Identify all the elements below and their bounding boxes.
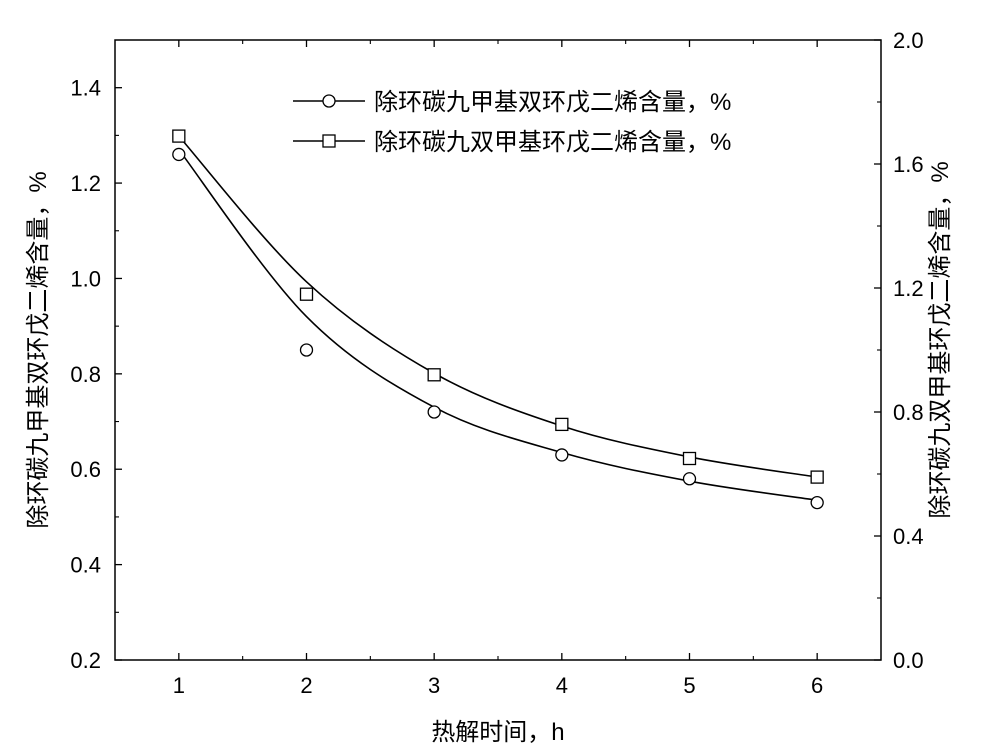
series-2-point: [172, 129, 186, 143]
series-1-point: [427, 405, 441, 419]
x-tick-label: 5: [683, 673, 695, 698]
y-right-tick-label: 2.0: [893, 28, 924, 53]
series-2-fit-line: [178, 135, 818, 478]
y-left-tick-label: 1.0: [70, 266, 101, 291]
series-2-point: [810, 470, 824, 484]
y-axis-left-title: 除环碳九甲基双环戊二烯含量，%: [25, 171, 52, 528]
series-1-fit-line: [178, 149, 818, 502]
y-left-tick-label: 0.2: [70, 648, 101, 673]
ticks-layer: 1 2 3 4 5 6 0.2 0.4 0.6 0.8 1.0 1.2 1.4 0.0 0.4 0.8 1.2 1…: [70, 28, 923, 698]
y-left-tick-label: 0.8: [70, 362, 101, 387]
legend-label-1: 除环碳九甲基双环戊二烯含量，%: [374, 89, 731, 116]
y-right-tick-label: 1.2: [893, 276, 924, 301]
x-tick-label: 1: [173, 673, 185, 698]
series-2-point: [682, 451, 697, 466]
series-layer: [172, 129, 824, 510]
y-axis-right-title: 除环碳九双甲基环戊二烯含量，%: [927, 161, 954, 518]
x-tick-label: 3: [428, 673, 440, 698]
y-right-tick-label: 0.8: [893, 400, 924, 425]
y-left-tick-label: 1.4: [70, 76, 101, 101]
series-1-point: [172, 147, 186, 162]
y-left-tick-label: 1.2: [70, 171, 101, 196]
x-tick-label: 2: [300, 673, 312, 698]
series-1-point: [682, 472, 697, 486]
y-right-tick-label: 1.6: [893, 152, 924, 177]
legend: 除环碳九甲基双环戊二烯含量，% 除环碳九双甲基环戊二烯含量，%: [293, 89, 731, 156]
y-left-tick-label: 0.6: [70, 457, 101, 482]
y-right-tick-label: 0.4: [893, 524, 924, 549]
x-axis-title: 热解时间，h: [431, 719, 564, 746]
y-right-tick-label: 0.0: [893, 648, 924, 673]
y-left-tick-label: 0.4: [70, 553, 101, 578]
series-1-point: [555, 448, 569, 462]
legend-marker-square: [322, 134, 336, 148]
series-2-point: [299, 287, 314, 301]
legend-marker-circle: [322, 94, 336, 108]
legend-label-2: 除环碳九双甲基环戊二烯含量，%: [374, 129, 731, 156]
series-2-point: [427, 368, 441, 382]
series-1-point: [299, 343, 314, 357]
x-tick-label: 6: [811, 673, 823, 698]
series-2-point: [555, 417, 569, 432]
x-tick-label: 4: [556, 673, 568, 698]
series-1-point: [810, 495, 824, 510]
